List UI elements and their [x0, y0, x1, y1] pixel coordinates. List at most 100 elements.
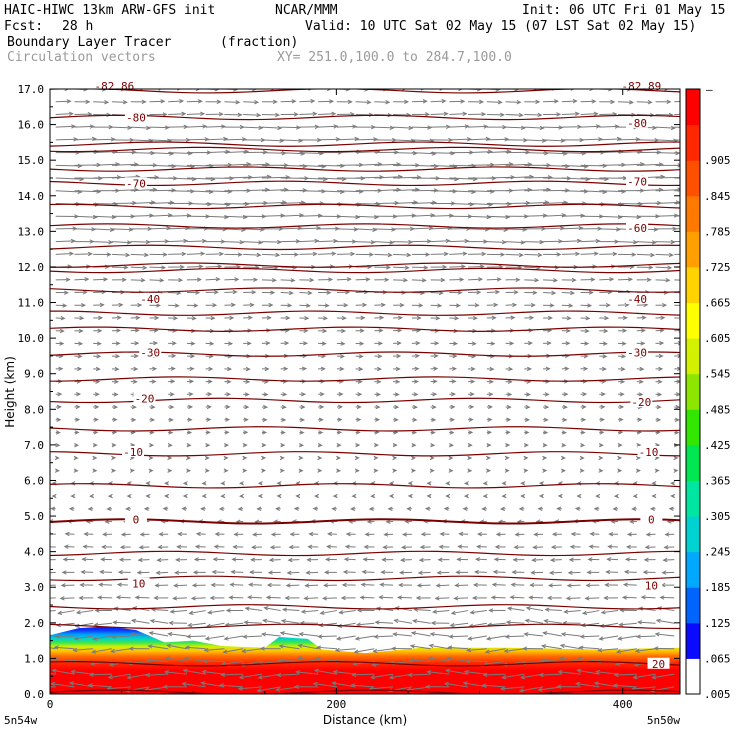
circulation-vector: [576, 493, 582, 499]
circulation-vector: [430, 213, 455, 218]
circulation-vector: [241, 648, 262, 654]
circulation-vector: [288, 544, 300, 550]
circulation-vector: [297, 643, 319, 650]
x-tick-label: 200: [326, 698, 346, 711]
circulation-vector: [448, 468, 454, 473]
circulation-vector: [282, 607, 300, 612]
circulation-vector: [505, 227, 528, 232]
circulation-vector: [298, 632, 319, 637]
circulation-vector: [524, 404, 531, 410]
circulation-vector: [655, 417, 662, 422]
circulation-vector: [126, 493, 132, 499]
circulation-vector: [430, 238, 451, 244]
circulation-vector: [411, 303, 424, 308]
circulation-vector: [449, 417, 455, 422]
circulation-vector: [261, 430, 268, 435]
circulation-vector: [533, 532, 544, 537]
circulation-vector: [261, 290, 276, 295]
circulation-vector: [186, 443, 192, 448]
circulation-vector: [168, 303, 180, 308]
circulation-vector: [201, 481, 207, 486]
circulation-vector: [287, 557, 300, 563]
circulation-vector: [468, 112, 487, 117]
circulation-vector: [674, 379, 680, 384]
circulation-vector: [186, 316, 197, 321]
circulation-vector: [156, 557, 169, 563]
vectors-label: Circulation vectors: [7, 50, 156, 65]
circulation-vector: [505, 112, 524, 118]
circulation-vector: [548, 570, 562, 575]
circulation-vector: [89, 493, 95, 499]
circulation-vector: [663, 545, 675, 550]
temperature-contour: [50, 623, 680, 630]
circulation-vector: [618, 379, 626, 384]
circulation-vector: [299, 417, 306, 422]
circulation-vector: [305, 570, 319, 575]
circulation-vector: [351, 493, 357, 499]
circulation-vector: [580, 124, 601, 129]
circulation-vector: [411, 430, 417, 435]
circulation-vector: [205, 379, 213, 384]
circulation-vector: [70, 669, 94, 675]
circulation-vector: [574, 506, 581, 511]
circulation-vector: [618, 430, 624, 435]
circulation-vector: [653, 646, 675, 651]
circulation-vector: [213, 544, 225, 549]
circulation-vector: [55, 99, 72, 104]
circulation-vector: [224, 417, 231, 422]
circulation-vector: [211, 569, 225, 575]
circulation-vector: [168, 98, 185, 104]
circulation-vector: [512, 557, 525, 562]
circulation-vector: [149, 366, 158, 371]
circulation-vector: [243, 125, 264, 130]
circulation-vector: [55, 430, 61, 435]
circulation-vector: [522, 646, 544, 651]
circulation-vector: [486, 137, 510, 142]
circulation-vector: [383, 532, 394, 537]
circulation-vector: [430, 353, 439, 359]
circulation-vector: [565, 596, 581, 601]
circulation-vector: [579, 455, 585, 461]
temperature-contour: [50, 550, 680, 557]
circulation-vector: [60, 583, 75, 588]
circulation-vector: [243, 417, 249, 422]
circulation-vector: [484, 648, 506, 654]
contour-label: -30: [627, 346, 647, 359]
circulation-vector: [256, 506, 262, 512]
circulation-vector: [643, 557, 656, 562]
circulation-vector: [243, 227, 265, 232]
circulation-vector: [393, 328, 403, 333]
circulation-vector: [654, 632, 675, 637]
circulation-vector: [313, 668, 337, 675]
circulation-vector: [168, 251, 187, 257]
circulation-vector: [509, 595, 525, 600]
circulation-vector: [129, 632, 150, 637]
circulation-vector: [580, 111, 599, 116]
circulation-vector: [430, 379, 438, 384]
circulation-vector: [72, 647, 94, 653]
circulation-vector: [381, 557, 394, 562]
circulation-vector: [224, 289, 238, 295]
circulation-vector: [599, 124, 620, 129]
contour-label: -80: [126, 111, 146, 124]
circulation-vector: [166, 643, 188, 650]
circulation-vector: [186, 111, 206, 116]
circulation-vector: [636, 366, 645, 372]
circulation-vector: [138, 545, 150, 550]
circulation-vector: [387, 506, 394, 512]
circulation-vector: [430, 251, 449, 257]
circulation-vector: [304, 583, 319, 588]
circulation-vector: [93, 328, 103, 333]
circulation-vector: [488, 608, 506, 613]
circulation-vector: [674, 139, 680, 141]
circulation-vector: [426, 669, 450, 675]
circulation-vector: [137, 557, 150, 563]
y-tick-label: 9.0: [24, 368, 44, 381]
circulation-vector: [354, 635, 375, 641]
circulation-vector: [259, 646, 281, 651]
circulation-vector: [411, 404, 418, 410]
circulation-vector: [102, 532, 112, 537]
circulation-vector: [429, 468, 435, 473]
circulation-vector: [130, 278, 146, 283]
